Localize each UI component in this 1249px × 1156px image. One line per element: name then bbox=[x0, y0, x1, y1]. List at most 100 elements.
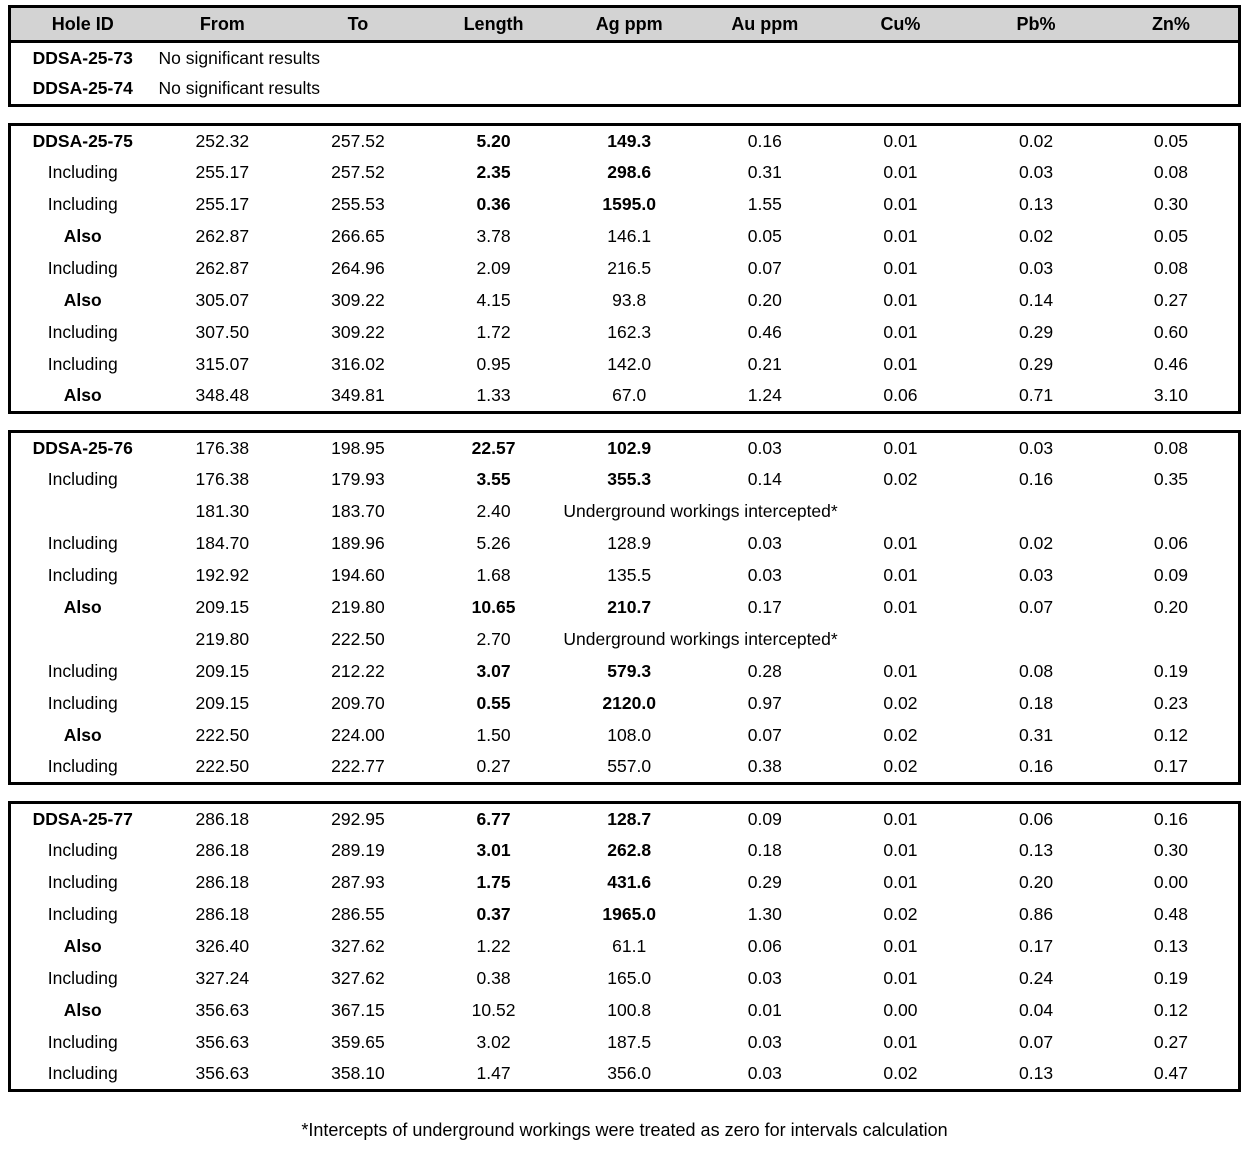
table-cell: 0.06 bbox=[1019, 808, 1054, 829]
table-header-row: Hole ID From To Length Ag ppm Au ppm Cu% Pb% Zn% bbox=[9, 6, 1240, 42]
table-cell: 0.16 bbox=[1153, 808, 1188, 829]
table-cell: 128.7 bbox=[607, 808, 652, 829]
table-cell: 176.38 bbox=[195, 469, 250, 489]
table-cell: 219.80 bbox=[195, 629, 250, 649]
table-cell: 327.62 bbox=[331, 968, 385, 988]
table-cell: 1.47 bbox=[476, 1063, 511, 1084]
table-cell: 0.02 bbox=[883, 725, 918, 745]
table-cell: 0.03 bbox=[1019, 258, 1054, 278]
table-cell: 0.01 bbox=[883, 437, 918, 458]
table-cell: 0.03 bbox=[747, 437, 782, 458]
table-cell: 0.07 bbox=[747, 725, 782, 745]
table-cell: 3.10 bbox=[1153, 385, 1188, 406]
table-row: 181.30 183.70 2.40 Underground workings int… bbox=[10, 496, 1240, 528]
table-cell: 0.12 bbox=[1153, 725, 1188, 745]
table-row: Also 209.15 219.80 10.65 210.7 0.17 0.01 0.07 0… bbox=[10, 592, 1240, 624]
table-cell: 257.52 bbox=[331, 162, 385, 182]
table-cell: 0.03 bbox=[747, 1032, 782, 1052]
table-cell: 286.18 bbox=[195, 840, 250, 860]
table-cell: 0.36 bbox=[476, 194, 511, 214]
table-cell: 0.27 bbox=[476, 756, 511, 777]
table-cell: 309.22 bbox=[331, 322, 385, 342]
table-cell: 0.00 bbox=[1153, 872, 1188, 892]
table-row: DDSA-25-73 No significant results bbox=[10, 42, 1240, 74]
row-label: Including bbox=[47, 872, 118, 892]
table-cell: 183.70 bbox=[331, 501, 385, 521]
table-cell: 0.19 bbox=[1153, 661, 1188, 681]
table-cell: 146.1 bbox=[607, 226, 652, 246]
table-cell: 0.02 bbox=[1019, 226, 1054, 246]
row-label: Including bbox=[47, 194, 118, 214]
table-row: Including 286.18 289.19 3.01 262.8 0.18 0.01 0… bbox=[10, 835, 1240, 867]
row-label: Including bbox=[47, 565, 118, 585]
table-cell: 224.00 bbox=[331, 725, 385, 745]
table-cell: 0.13 bbox=[1019, 194, 1054, 214]
table-cell: 212.22 bbox=[331, 661, 385, 681]
table-cell: 210.7 bbox=[607, 597, 652, 617]
table-row: Including 192.92 194.60 1.68 135.5 0.03 0.01 0… bbox=[10, 560, 1240, 592]
table-cell: 0.03 bbox=[747, 1063, 782, 1084]
table-cell: 0.55 bbox=[476, 693, 511, 713]
table-row: Also 305.07 309.22 4.15 93.8 0.20 0.01 0.14 0.2… bbox=[10, 285, 1240, 317]
assay-results-table-section: DDSA-25-77 286.18 292.95 6.77 128.7 0.09 0.01… bbox=[8, 801, 1241, 1092]
table-cell: 0.02 bbox=[883, 1063, 918, 1084]
table-cell: 355.3 bbox=[607, 469, 652, 489]
table-cell: 216.5 bbox=[607, 258, 652, 278]
table-cell: 0.13 bbox=[1019, 840, 1054, 860]
assay-results-table-section: DDSA-25-76 176.38 198.95 22.57 102.9 0.03 0.0… bbox=[8, 430, 1241, 785]
table-cell: 1965.0 bbox=[602, 904, 656, 924]
table-row: Also 348.48 349.81 1.33 67.0 1.24 0.06 0.71 3.1… bbox=[10, 381, 1240, 413]
table-cell: 5.26 bbox=[476, 533, 511, 553]
table-cell: 181.30 bbox=[195, 501, 250, 521]
table-cell: 349.81 bbox=[331, 385, 385, 406]
table-cell: 316.02 bbox=[331, 354, 385, 374]
table-cell: 0.01 bbox=[883, 258, 918, 278]
table-cell: 0.20 bbox=[1019, 872, 1054, 892]
table-cell: 0.16 bbox=[747, 130, 782, 151]
table-cell: 0.03 bbox=[1019, 565, 1054, 585]
footnote: *Intercepts of underground workings were… bbox=[301, 1120, 948, 1140]
table-cell: 0.46 bbox=[747, 322, 782, 342]
table-cell: 1.50 bbox=[476, 725, 511, 745]
table-cell: 359.65 bbox=[331, 1032, 385, 1052]
table-cell: 10.52 bbox=[471, 1000, 516, 1020]
assay-results-table-section: DDSA-25-75 252.32 257.52 5.20 149.3 0.16 0.01… bbox=[8, 123, 1241, 414]
table-cell: 3.55 bbox=[476, 469, 511, 489]
table-cell: 3.07 bbox=[476, 661, 511, 681]
table-cell: 326.40 bbox=[195, 936, 250, 956]
table-cell: 292.95 bbox=[331, 808, 385, 829]
table-cell: 255.53 bbox=[331, 194, 385, 214]
table-cell: 0.01 bbox=[883, 597, 918, 617]
table-cell: 162.3 bbox=[607, 322, 652, 342]
table-cell: 0.08 bbox=[1153, 437, 1188, 458]
row-label: Including bbox=[47, 533, 118, 553]
table-cell: 209.70 bbox=[331, 693, 385, 713]
row-label: Including bbox=[47, 1032, 118, 1052]
table-cell: 209.15 bbox=[195, 693, 250, 713]
column-header: Length bbox=[425, 6, 562, 42]
table-row: Including 315.07 316.02 0.95 142.0 0.21 0.01 0… bbox=[10, 349, 1240, 381]
table-cell: 287.93 bbox=[331, 872, 385, 892]
row-label: Also bbox=[63, 385, 102, 406]
table-cell: 222.50 bbox=[195, 756, 250, 777]
table-cell: 222.50 bbox=[331, 629, 385, 649]
column-header: Zn% bbox=[1103, 6, 1240, 42]
table-row: DDSA-25-76 176.38 198.95 22.57 102.9 0.03 0.0… bbox=[10, 432, 1240, 464]
row-label: Including bbox=[47, 840, 118, 860]
table-cell: 0.05 bbox=[1153, 226, 1188, 246]
table-cell: 0.95 bbox=[476, 354, 511, 374]
table-cell: 0.35 bbox=[1153, 469, 1188, 489]
table-cell: 286.18 bbox=[195, 904, 250, 924]
table-cell: 0.17 bbox=[747, 597, 782, 617]
table-cell: 0.08 bbox=[1153, 162, 1188, 182]
table-cell: 286.18 bbox=[195, 872, 250, 892]
table-cell: 255.17 bbox=[195, 194, 250, 214]
table-row: Including 286.18 287.93 1.75 431.6 0.29 0.01 0… bbox=[10, 867, 1240, 899]
table-cell: 1595.0 bbox=[602, 194, 656, 214]
table-cell: 209.15 bbox=[195, 597, 250, 617]
table-cell: 0.20 bbox=[1153, 597, 1188, 617]
table-cell: 0.02 bbox=[883, 904, 918, 924]
table-cell: 189.96 bbox=[331, 533, 385, 553]
table-cell: 0.38 bbox=[747, 756, 782, 777]
table-cell: 0.02 bbox=[1019, 130, 1054, 151]
